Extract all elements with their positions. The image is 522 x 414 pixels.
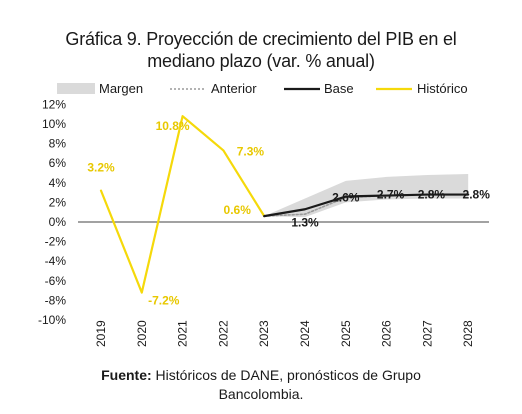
x-tick-label: 2027 (420, 320, 434, 347)
data-label: 2.6% (332, 191, 360, 205)
y-tick-label: 6% (49, 156, 67, 170)
legend-label-base: Base (324, 81, 354, 96)
data-label: -7.2% (148, 294, 180, 308)
data-label: 2.8% (463, 188, 491, 202)
x-tick-label: 2021 (176, 320, 190, 347)
data-label: 3.2% (87, 161, 115, 175)
base-line (263, 193, 470, 218)
legend-label-band: Margen (99, 81, 143, 96)
y-tick-label: 0% (49, 215, 67, 229)
y-tick-label: 12% (42, 97, 66, 111)
y-tick-label: 4% (49, 176, 67, 190)
data-label: 0.6% (224, 203, 252, 217)
axis-layer: -10% -8% -6% -4% -2% 0% 2% 4% 6% 8% 10% 12% 2019 2020… (38, 97, 489, 347)
x-tick-label: 2020 (135, 320, 149, 347)
x-tick-label: 2028 (461, 320, 475, 347)
x-tick-label: 2024 (298, 320, 312, 347)
chart-title: Gráfica 9. Proyección de crecimiento del… (0, 28, 522, 72)
y-tick-label: -8% (45, 293, 67, 307)
y-tick-label: 2% (49, 195, 67, 209)
source-note: Fuente: Históricos de DANE, pronósticos … (0, 366, 522, 404)
chart-title-line-2: mediano plazo (var. % anual) (147, 51, 375, 71)
x-tick-label: 2023 (257, 320, 271, 347)
data-label: 2.8% (418, 188, 446, 202)
x-tick-label: 2025 (339, 320, 353, 347)
x-tick-label: 2019 (94, 320, 108, 347)
data-label-layer: 3.2% -7.2% 10.8% 7.3% 0.6% 1.3% 2.6% 2.7% 2.8% 2.… (87, 119, 490, 307)
legend-label-anterior: Anterior (211, 81, 257, 96)
chart-legend: Margen Anterior Base Histórico (57, 81, 468, 96)
data-label: 7.3% (237, 144, 265, 158)
source-text: Históricos de DANE, pronósticos de Grupo (151, 367, 421, 383)
chart-title-line-1: Gráfica 9. Proyección de crecimiento del… (65, 29, 457, 49)
series-layer (99, 115, 470, 294)
source-prefix: Fuente: (101, 367, 152, 383)
y-tick-label: -6% (45, 274, 67, 288)
y-tick-label: -10% (38, 313, 66, 327)
legend-label-historico: Histórico (417, 81, 468, 96)
historico-line (99, 115, 266, 294)
legend-swatch-band (57, 83, 95, 94)
data-label: 2.7% (377, 188, 405, 202)
y-tick-label: -2% (45, 235, 67, 249)
y-tick-label: -4% (45, 254, 67, 268)
x-tick-label: 2026 (380, 320, 394, 347)
y-tick-label: 10% (42, 117, 66, 131)
y-tick-label: 8% (49, 137, 67, 151)
data-label: 1.3% (291, 215, 319, 229)
source-text-line-2: Bancolombia. (218, 386, 304, 402)
x-tick-label: 2022 (216, 320, 230, 347)
data-label: 10.8% (156, 119, 190, 133)
